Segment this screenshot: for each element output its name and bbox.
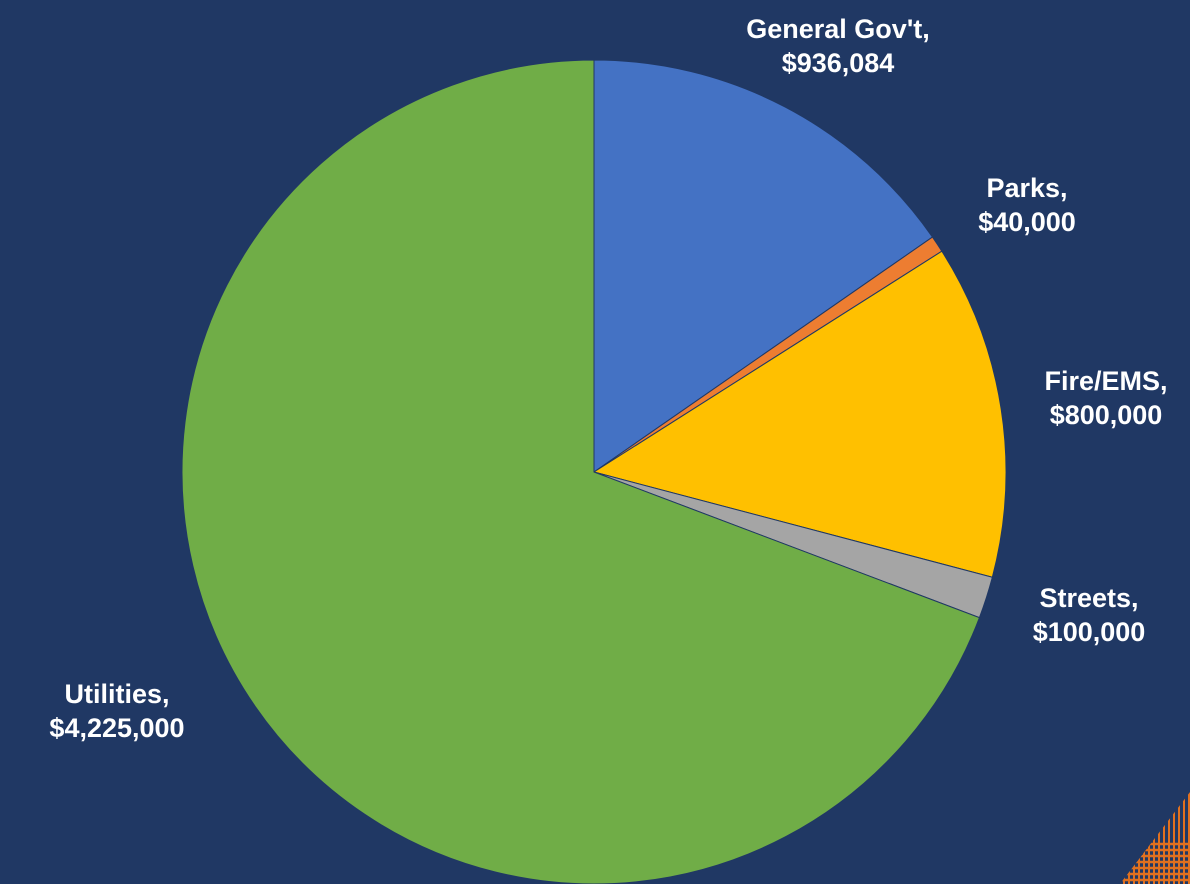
data-label-value: $800,000 xyxy=(1050,400,1163,430)
data-label-streets: Streets, $100,000 xyxy=(1033,583,1146,647)
data-label-category: General Gov't, xyxy=(746,14,929,44)
pie-slice-general-gov-t xyxy=(593,59,934,473)
pie-slice-utilities xyxy=(181,59,981,884)
data-label-fire-ems: Fire/EMS, $800,000 xyxy=(1044,366,1167,430)
data-label-general-gov-t: General Gov't, $936,084 xyxy=(746,14,929,78)
data-label-category: Parks, xyxy=(986,173,1067,203)
pie-slice-fire-ems xyxy=(592,250,1007,578)
pie-slices xyxy=(181,59,1007,884)
corner-stripes-decoration xyxy=(1120,792,1190,884)
data-label-value: $936,084 xyxy=(782,48,895,78)
data-label-parks: Parks, $40,000 xyxy=(978,173,1076,237)
data-label-category: Fire/EMS, xyxy=(1044,366,1167,396)
data-label-value: $100,000 xyxy=(1033,617,1146,647)
data-label-category: Streets, xyxy=(1039,583,1138,613)
pie-data-labels: General Gov't, $936,084 Parks, $40,000 Fire/… xyxy=(49,14,1167,743)
data-label-category: Utilities, xyxy=(64,679,169,709)
data-label-utilities: Utilities, $4,225,000 xyxy=(49,679,184,743)
data-label-value: $4,225,000 xyxy=(49,713,184,743)
data-label-value: $40,000 xyxy=(978,207,1076,237)
